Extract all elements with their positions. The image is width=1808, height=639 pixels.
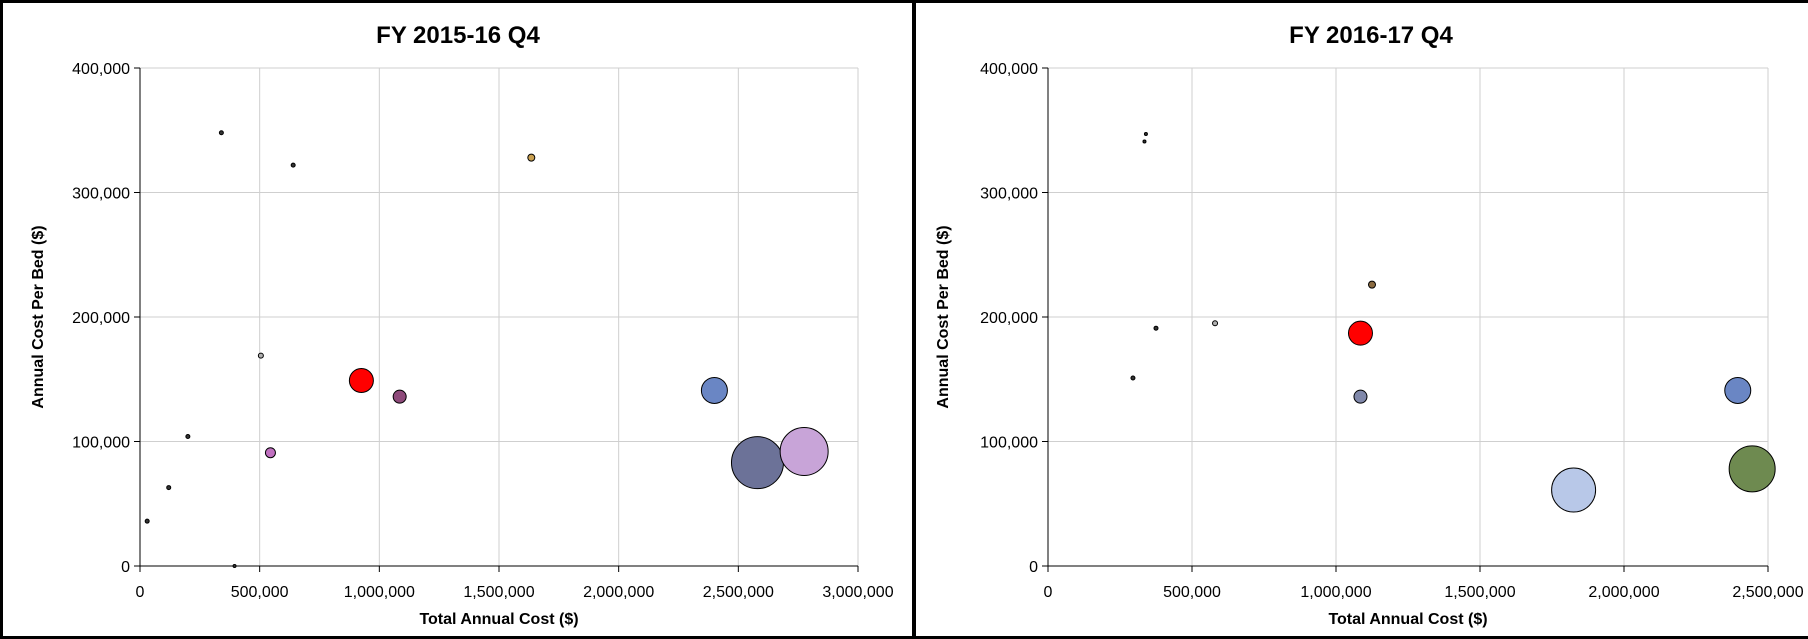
chart-panel-fy2015-16: 0 500,000 1,000,000 1,500,000 2,000,000 2,500… [0,0,915,639]
x-axis-title: Total Annual Cost ($) [419,611,578,628]
data-point [348,367,374,393]
data-point [1353,389,1368,404]
data-point [1130,375,1136,381]
x-tick-label: 2,000,000 [1588,584,1659,601]
data-point [700,376,728,404]
x-tick-label: 500,000 [231,584,289,601]
x-tick-label: 1,500,000 [463,584,534,601]
data-point [1153,325,1159,331]
y-tick-label: 300,000 [72,186,130,203]
data-point [144,518,150,524]
x-tick-label: 1,000,000 [344,584,415,601]
data-point [527,153,536,162]
y-axis-title: Annual Cost Per Bed ($) [935,225,952,408]
data-point [1212,320,1219,327]
y-axis-title: Annual Cost Per Bed ($) [30,225,47,408]
x-tick-label: 2,500,000 [703,584,774,601]
chart-title: FY 2016-17 Q4 [1289,22,1453,49]
y-tick-label: 100,000 [980,435,1038,452]
y-tick-label: 100,000 [72,435,130,452]
x-tick-label: 0 [136,584,145,601]
scatter-chart-1: 0 500,000 1,000,000 1,500,000 2,000,000 2,500… [935,22,1804,628]
x-tick-label: 500,000 [1163,584,1221,601]
x-tick-label: 2,500,000 [1732,584,1803,601]
scatter-chart-0: 0 500,000 1,000,000 1,500,000 2,000,000 2,500… [30,22,894,628]
y-tick-label: 300,000 [980,186,1038,203]
data-point [1347,320,1373,346]
data-point [257,352,264,359]
data-point [185,434,191,440]
data-point [218,130,224,136]
y-tick-label: 0 [121,559,130,576]
data-point [264,447,276,459]
data-point [1143,131,1148,136]
data-point [166,485,172,491]
chart-panel-fy2016-17: 0 500,000 1,000,000 1,500,000 2,000,000 2,500… [913,0,1808,639]
x-tick-label: 2,000,000 [583,584,654,601]
data-point [779,426,829,476]
data-point [1724,376,1752,404]
x-tick-label: 1,500,000 [1444,584,1515,601]
x-axis-title: Total Annual Cost ($) [1328,611,1487,628]
chart-title: FY 2015-16 Q4 [376,22,540,49]
x-tick-label: 3,000,000 [822,584,893,601]
x-tick-label: 0 [1044,584,1053,601]
y-tick-label: 400,000 [980,61,1038,78]
x-tick-label: 1,000,000 [1300,584,1371,601]
y-tick-label: 400,000 [72,61,130,78]
data-point [232,564,237,568]
y-tick-label: 0 [1029,559,1038,576]
data-point [1368,280,1376,289]
y-tick-label: 200,000 [72,310,130,327]
data-point [1142,139,1147,144]
data-point [730,436,784,490]
data-point [290,162,296,168]
data-point [1551,467,1597,513]
y-tick-label: 200,000 [980,310,1038,327]
data-point [1728,445,1776,493]
data-point [392,389,407,404]
